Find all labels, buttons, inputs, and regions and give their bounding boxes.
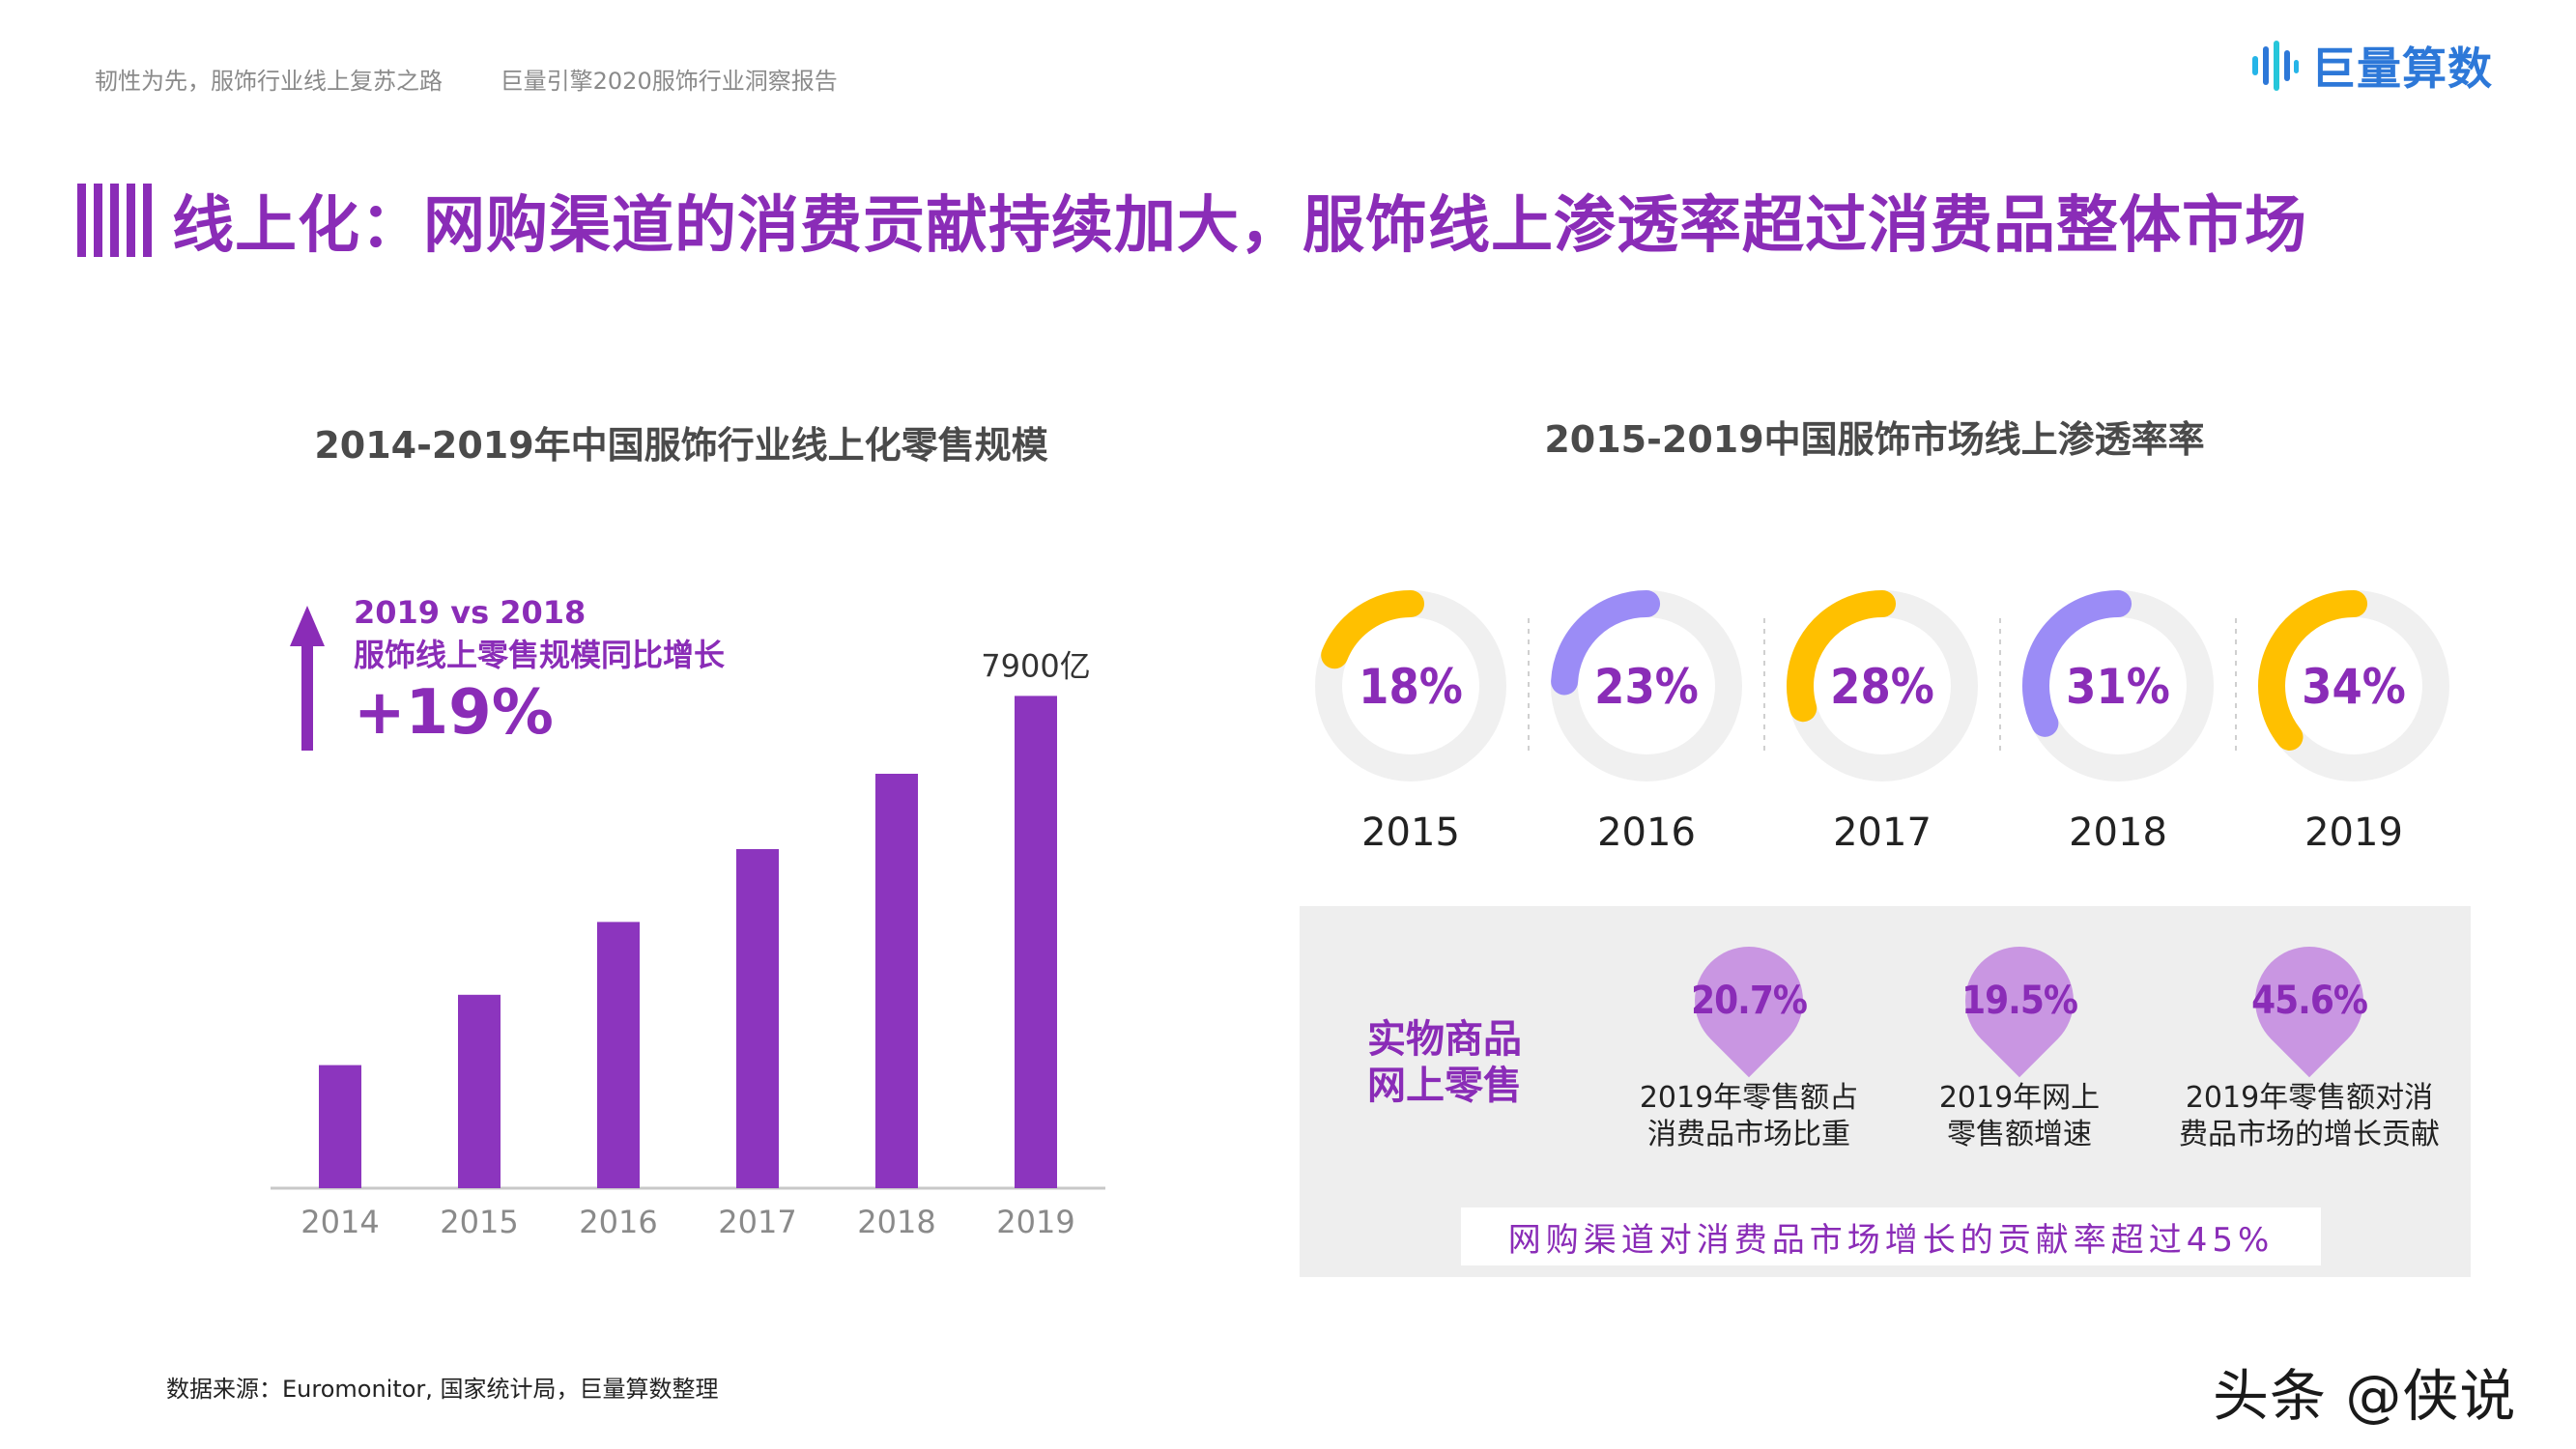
header-breadcrumb: 韧性为先，服饰行业线上复苏之路 巨量引擎2020服饰行业洞察报告 [95, 62, 888, 96]
ring-value-label: 18% [1359, 659, 1463, 715]
stat-label-line1: 2019年网上 [1938, 1081, 2101, 1115]
stat-value: 45.6% [2251, 979, 2368, 1023]
stat-label-line2: 零售额增速 [1947, 1118, 2092, 1151]
callout-label: 服饰线上零售规模同比增长 [354, 637, 726, 673]
ring-arc-2015 [1315, 590, 1506, 781]
brand-name: 巨量算数 [2311, 43, 2493, 95]
bar-chart-title: 2014-2019年中国服饰行业线上化零售规模 [314, 424, 1048, 467]
stat-retail-share: 20.7% 2019年零售额占 消费品市场比重 [1589, 923, 1908, 1153]
stat-online-growth: 19.5% 2019年网上 零售额增速 [1860, 923, 2179, 1153]
bar-2018 [875, 774, 918, 1188]
bar-2014 [319, 1065, 361, 1188]
ring-chart-title: 2015-2019中国服饰市场线上渗透率率 [1544, 418, 2205, 461]
x-tick-label: 2018 [857, 1204, 935, 1240]
page-title-row: 线上化：网购渠道的消费贡献持续加大，服饰线上渗透率超过消费品整体市场 [77, 176, 2307, 265]
x-tick-label: 2017 [718, 1204, 796, 1240]
brand-logo: 巨量算数 [2251, 37, 2493, 95]
report-subtitle: 韧性为先，服饰行业线上复苏之路 [95, 68, 443, 95]
ring-arc-2018 [2022, 590, 2214, 781]
callout-compare: 2019 vs 2018 [354, 594, 587, 631]
ring-value-label: 23% [1594, 659, 1699, 715]
stat-label-line1: 2019年零售额对消 [2185, 1081, 2434, 1115]
bar-value-label: 7900亿 [981, 647, 1090, 684]
ring-value-label: 28% [1830, 659, 1934, 715]
ring-value-label: 34% [2302, 659, 2406, 715]
stat-label-line2: 费品市场的增长贡献 [2179, 1118, 2440, 1151]
ring-year-label: 2017 [1833, 810, 1932, 855]
arrow-up-icon [290, 606, 325, 751]
title-stripes-icon [77, 184, 152, 257]
x-tick-label: 2014 [301, 1204, 379, 1240]
bar-2016 [597, 922, 640, 1188]
ring-arc-2017 [1787, 590, 1978, 781]
data-source: 数据来源：Euromonitor, 国家统计局，巨量算数整理 [166, 1376, 719, 1403]
stat-label-line1: 2019年零售额占 [1639, 1081, 1859, 1115]
ring-year-label: 2016 [1597, 810, 1696, 855]
ring-value-label: 31% [2066, 659, 2170, 715]
ring-arc-2016 [1551, 590, 1742, 781]
panel-label: 实物商品 网上零售 [1367, 1016, 1522, 1109]
callout-value: +19% [354, 677, 554, 749]
penetration-rings: 18% 2015 23% 2016 28% 2017 31% 2018 34% 2019 [1315, 590, 2449, 855]
ring-arc-2019 [2258, 590, 2449, 781]
panel-label-line1: 实物商品 [1367, 1017, 1522, 1062]
panel-note: 网购渠道对消费品市场增长的贡献率超过45% [1461, 1208, 2321, 1265]
watermark: 头条 @侠说 [2213, 1363, 2517, 1429]
panel-label-line2: 网上零售 [1367, 1064, 1522, 1108]
bar-2019 [1015, 696, 1057, 1188]
ring-year-label: 2015 [1361, 810, 1460, 855]
report-title: 巨量引擎2020服饰行业洞察报告 [500, 68, 838, 95]
stat-label-line2: 消费品市场比重 [1647, 1118, 1850, 1151]
x-tick-label: 2016 [579, 1204, 657, 1240]
page-title: 线上化：网购渠道的消费贡献持续加大，服饰线上渗透率超过消费品整体市场 [172, 190, 2307, 262]
stat-growth-contribution: 45.6% 2019年零售额对消 费品市场的增长贡献 [2150, 923, 2469, 1153]
location-pin-icon: 45.6% [2232, 923, 2387, 1078]
stat-value: 20.7% [1691, 979, 1808, 1023]
location-pin-icon: 20.7% [1672, 923, 1826, 1078]
brand-bars-icon [2252, 41, 2299, 91]
bar-2015 [458, 994, 501, 1188]
bar-2017 [736, 849, 779, 1188]
ring-year-label: 2019 [2304, 810, 2403, 855]
ring-year-label: 2018 [2069, 810, 2167, 855]
x-tick-label: 2019 [996, 1204, 1074, 1240]
location-pin-icon: 19.5% [1942, 923, 2097, 1078]
stat-value: 19.5% [1961, 979, 2078, 1023]
x-tick-label: 2015 [440, 1204, 518, 1240]
bar-chart: 2014 2015 2016 2017 2018 2019 7900亿 [271, 647, 1105, 1240]
